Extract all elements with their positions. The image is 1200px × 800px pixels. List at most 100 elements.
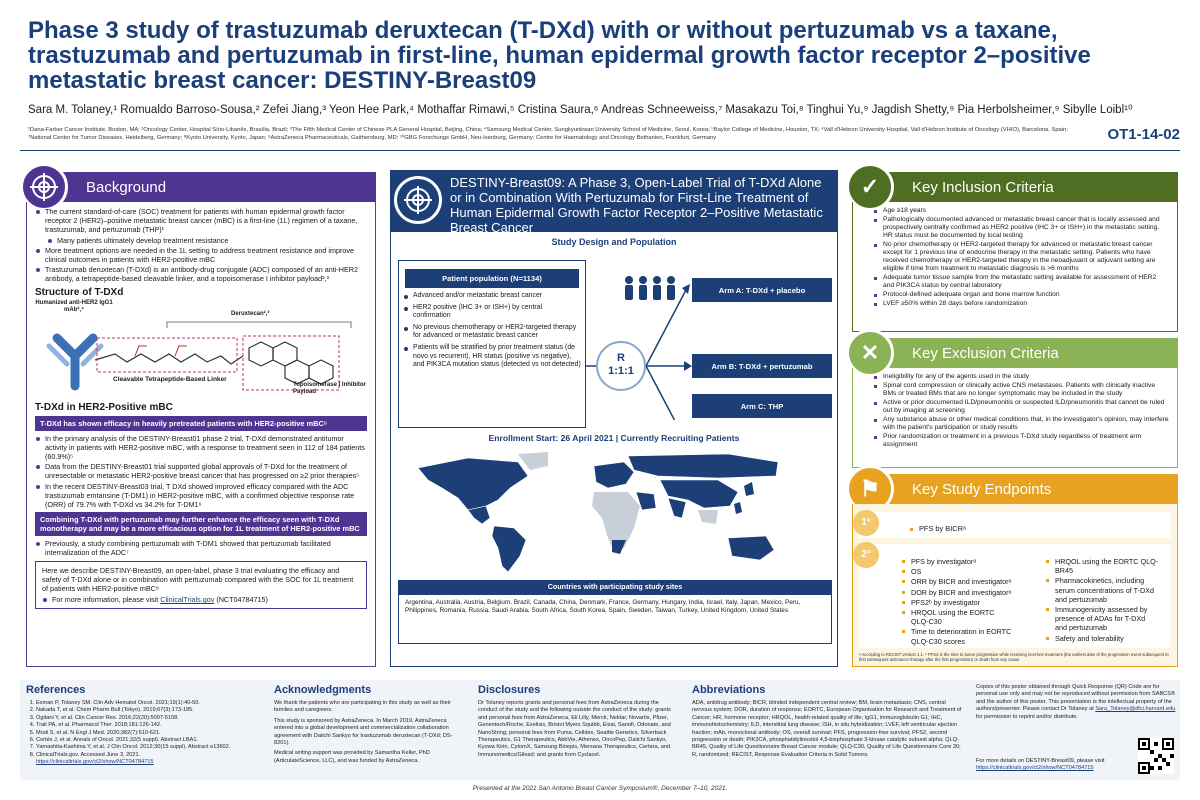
inclusion-title: Key Inclusion Criteria — [912, 178, 1054, 196]
list-item: In the primary analysis of the DESTINY-B… — [35, 434, 367, 462]
secondary-endpoint-row: 2° PFS by investigatorᵃ OS ORR by BICR a… — [853, 542, 1171, 648]
efficacy-bullets: In the primary analysis of the DESTINY-B… — [35, 434, 367, 510]
references-title: References — [26, 684, 86, 696]
endpoints-title: Key Study Endpoints — [912, 480, 1052, 498]
list-item: LVEF ≥50% within 28 days before randomiz… — [873, 300, 1169, 308]
list-item: Ogitani Y, et al. Clin Cancer Res. 2016;… — [36, 715, 258, 722]
list-item: Adequate tumor tissue sample from the me… — [873, 274, 1169, 290]
combination-highlight-bar: Combining T-DXd with pertuzumab may furt… — [35, 512, 367, 537]
her2-section-title: T-DXd in HER2-Positive mBC — [35, 401, 173, 413]
affiliations: ¹Dana-Farber Cancer Institute, Boston, M… — [28, 127, 1068, 141]
trial-registry-link[interactable]: https://clinicaltrials.gov/ct2/show/NCT0… — [976, 765, 1094, 772]
list-item: In the recent DESTINY-Breast03 trial, T … — [35, 482, 367, 510]
list-item: Protocol-defined adequate organ and bone… — [873, 291, 1169, 299]
copies-suffix: for permission to reprint and/or distrib… — [976, 713, 1078, 720]
study-description-box: Here we describe DESTINY-Breast09, an op… — [35, 560, 367, 610]
contact-email-link[interactable]: Sara_Tolaney@dfci.harvard.edu — [1095, 706, 1176, 713]
list-item: HRQOL using the EORTC QLQ-C30 — [901, 608, 1013, 626]
list-item: No previous chemotherapy or HER2-targete… — [403, 324, 581, 341]
list-item: Any substance abuse or other medical con… — [873, 416, 1169, 432]
list-item: No prior chemotherapy or HER2-targeted t… — [873, 241, 1169, 273]
inclusion-panel: Age ≥18 years Pathologically documented … — [852, 202, 1178, 332]
primary-endpoint-row: 1° PFS by BICRᵃ — [853, 510, 1171, 538]
list-item: Pharmacokinetics, including serum concen… — [1045, 576, 1159, 604]
list-item: Spinal cord compression or clinically ac… — [873, 382, 1169, 398]
acknowledgments-section: Acknowledgments We thank the patients wh… — [274, 684, 464, 765]
disclosures-title: Disclosures — [478, 684, 541, 696]
tdxd-structure-diagram: Humanized anti-HER2 IgG1 mAb²,⁴ Deruxtec… — [35, 298, 367, 398]
world-map — [398, 448, 832, 578]
population-bullets: Advanced and/or metastatic breast cancer… — [399, 292, 585, 370]
list-item: ClinicalTrials.gov. Accessed June 3, 202… — [36, 752, 258, 759]
population-title: Patient population (N=1134) — [405, 269, 579, 288]
efficacy-highlight-bar: T-DXd has shown efficacy in heavily pret… — [35, 415, 367, 431]
references-section: References Exman P, Tolaney SM. Clin Adv… — [26, 684, 258, 767]
references-list: Exman P, Tolaney SM. Clin Adv Hematol On… — [26, 700, 258, 759]
presented-at: Presented at the 2021 San Antonio Breast… — [472, 785, 728, 792]
inclusion-header: ✓ Key Inclusion Criteria — [846, 163, 1178, 211]
exclusion-title: Key Exclusion Criteria — [912, 344, 1059, 362]
clinicaltrials-link[interactable]: ClinicalTrials.gov — [160, 595, 215, 605]
copies-section: Copies of this poster obtained through Q… — [976, 684, 1176, 774]
randomization-label: R — [617, 352, 625, 364]
list-item: Age ≥18 years — [873, 207, 1169, 215]
secondary-badge: 2° — [853, 542, 879, 568]
study-design-title: Study Design and Population — [551, 237, 677, 247]
exclusion-header: ✕ Key Exclusion Criteria — [846, 329, 1178, 377]
list-item: Advanced and/or metastatic breast cancer — [403, 292, 581, 301]
list-item: ORR by BICR and investigatorᵃ — [901, 577, 1013, 586]
reference-link[interactable]: https://clinicaltrials.gov/ct2/show/NCT0… — [36, 759, 154, 766]
payload-label: Topoisomerase I Inhibitor Payload — [293, 381, 366, 395]
more-info: For more information, please visit Clini… — [42, 595, 360, 604]
list-item: The current standard-of-care (SOC) treat… — [35, 207, 367, 235]
list-item: Time to deterioration in EORTC QLQ-C30 s… — [901, 627, 1013, 646]
more-details: For more details on DESTINY-Breast09, pl… — [976, 758, 1136, 773]
list-item: Immunogenicity assessed by presence of A… — [1045, 605, 1159, 633]
list-item: Prior randomization or treatment in a pr… — [873, 433, 1169, 449]
list-item: Trastuzumab deruxtecan (T-DXd) is an ant… — [35, 265, 367, 283]
structure-title: Structure of T-DXd — [35, 286, 124, 298]
endpoints-header: ⚑ Key Study Endpoints — [846, 465, 1178, 513]
background-bullets: The current standard-of-care (SOC) treat… — [35, 207, 367, 284]
copies-text: Copies of this poster obtained through Q… — [976, 684, 1176, 713]
list-item: Trail PA, et al. Pharmacol Ther. 2018;18… — [36, 722, 258, 729]
list-item: Exman P, Tolaney SM. Clin Adv Hematol On… — [36, 700, 258, 707]
randomization-circle: R 1:1:1 — [596, 341, 646, 391]
list-item: Active or prior documented ILD/pneumonit… — [873, 399, 1169, 415]
ack-paragraph: Medical writing support was provided by … — [274, 750, 430, 764]
more-details-text: For more details on DESTINY-Breast09, pl… — [976, 758, 1105, 764]
trial-body-border — [390, 232, 838, 667]
nct-id: (NCT04784715) — [214, 595, 268, 605]
qr-code[interactable] — [1138, 738, 1174, 774]
checkmark-icon: ✓ — [846, 163, 894, 211]
enrollment-status: Enrollment Start: 26 April 2021 | Curren… — [488, 433, 740, 443]
list-item: PFS2ᵇ by investigator — [901, 598, 1013, 607]
randomization-ratio: 1:1:1 — [608, 365, 634, 377]
list-item: OS — [901, 567, 1013, 576]
poster-title: Phase 3 study of trastuzumab deruxtecan … — [28, 17, 1091, 94]
list-item: PFS by investigatorᵃ — [901, 557, 1013, 566]
arm-a: Arm A: T-DXd + placebo — [692, 278, 832, 302]
abbreviations-title: Abbreviations — [692, 684, 766, 696]
exclusion-list: Ineligibility for any of the agents used… — [853, 368, 1177, 449]
authors: Sara M. Tolaney,¹ Romualdo Barroso-Sousa… — [28, 104, 1133, 116]
list-item: Patients will be stratified by prior tre… — [403, 344, 581, 370]
endpoints-footnote: ᵃ According to RECIST version 1.1. ᵇ PFS… — [859, 652, 1169, 662]
target-icon — [20, 163, 68, 211]
list-item: Pathologically documented advanced or me… — [873, 216, 1169, 240]
list-item: HRQOL using the EORTC QLQ-BR45 — [1045, 557, 1159, 575]
list-item: Safety and tolerability — [1045, 634, 1159, 643]
abbreviations-section: Abbreviations ADA, antidrug antibody; BI… — [692, 684, 964, 759]
secondary-list-right: HRQOL using the EORTC QLQ-BR45 Pharmacok… — [1025, 552, 1167, 644]
list-item: Yamashita-Kashima Y, et al. J Clin Oncol… — [36, 744, 258, 751]
combination-bullets: Previously, a study combining pertuzumab… — [35, 539, 367, 557]
list-item: PFS by BICRᵃ — [909, 525, 966, 533]
ack-paragraph: This study is sponsored by AstraZeneca. … — [274, 717, 453, 747]
people-icon — [622, 275, 678, 306]
qr-code-icon — [1138, 738, 1174, 774]
countries-title: Countries with participating study sites — [398, 580, 832, 594]
abbreviations-text: ADA, antidrug antibody; BICR, blinded in… — [692, 700, 962, 758]
list-item: Nakada T, et al. Chem Pharm Bull (Tokyo)… — [36, 707, 258, 714]
list-item: Previously, a study combining pertuzumab… — [35, 539, 367, 557]
header-divider — [20, 150, 1180, 151]
